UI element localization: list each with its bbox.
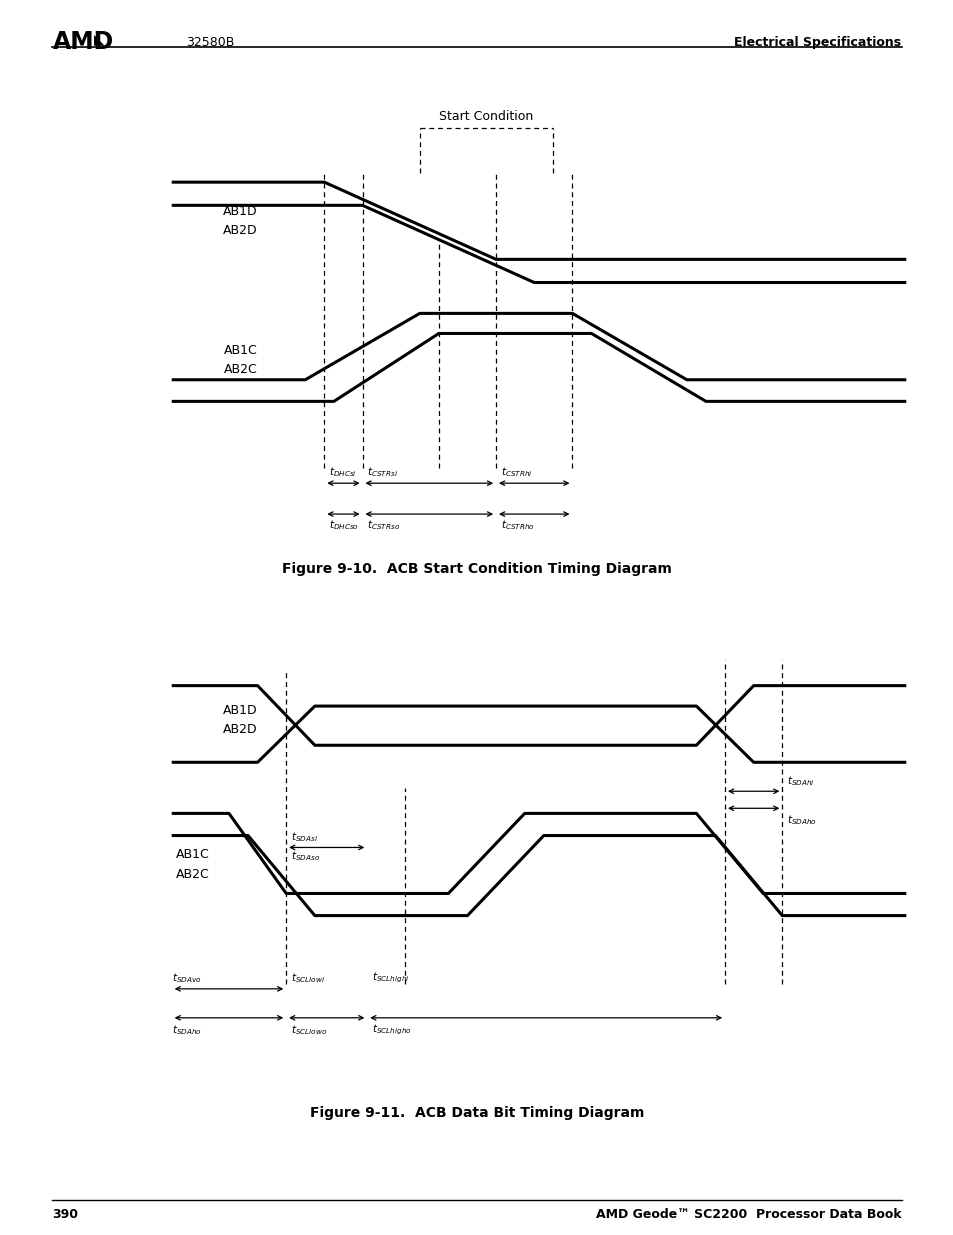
Text: Figure 9-11.  ACB Data Bit Timing Diagram: Figure 9-11. ACB Data Bit Timing Diagram [310,1107,643,1120]
Text: AMD Geode™ SC2200  Processor Data Book: AMD Geode™ SC2200 Processor Data Book [596,1208,901,1221]
Text: AB1D
AB2D: AB1D AB2D [223,205,257,237]
Text: $t_{DHCsi}$: $t_{DHCsi}$ [329,464,356,478]
Text: $t_{CSTRho}$: $t_{CSTRho}$ [500,519,535,532]
Text: $t_{SCLlowo}$: $t_{SCLlowo}$ [291,1023,327,1036]
Text: $t_{SDAho}$: $t_{SDAho}$ [786,814,816,827]
Text: $t_{SDAho}$: $t_{SDAho}$ [172,1023,201,1036]
Text: $t_{CSTRsi}$: $t_{CSTRsi}$ [367,464,397,478]
Text: Electrical Specifications: Electrical Specifications [734,36,901,49]
Text: Figure 9-10.  ACB Start Condition Timing Diagram: Figure 9-10. ACB Start Condition Timing … [282,562,671,576]
Text: $t_{CSTRso}$: $t_{CSTRso}$ [367,519,400,532]
Text: AB1D
AB2D: AB1D AB2D [223,704,257,736]
Text: $t_{SDAhi}$: $t_{SDAhi}$ [786,774,814,788]
Text: $t_{SCLhigho}$: $t_{SCLhigho}$ [372,1023,412,1037]
Text: 32580B: 32580B [186,36,234,49]
Text: $t_{DHCso}$: $t_{DHCso}$ [329,519,359,532]
Text: $t_{SCLlowi}$: $t_{SCLlowi}$ [291,971,325,984]
Text: AB1C
AB2C: AB1C AB2C [176,848,210,881]
Text: Start Condition: Start Condition [439,110,533,124]
Text: ◣: ◣ [93,32,104,46]
Text: $t_{SCLhighi}$: $t_{SCLhighi}$ [372,971,409,984]
Text: AB1C
AB2C: AB1C AB2C [224,343,257,375]
Text: $t_{CSTRhi}$: $t_{CSTRhi}$ [500,464,532,478]
Text: $t_{SDAvo}$: $t_{SDAvo}$ [172,971,201,984]
Text: AMD: AMD [52,30,113,53]
Text: 390: 390 [52,1208,78,1221]
Text: $t_{SDAsi}$: $t_{SDAsi}$ [291,830,317,844]
Text: $t_{SDAso}$: $t_{SDAso}$ [291,848,320,863]
